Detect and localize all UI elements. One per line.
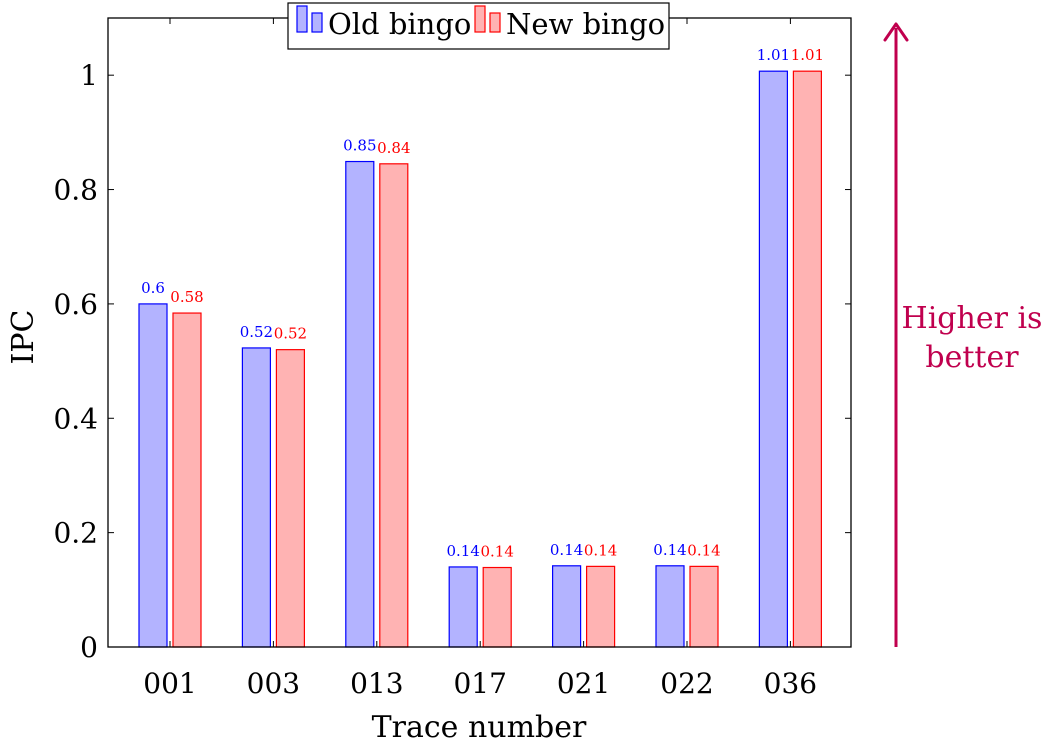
x-tick-label: 017	[453, 667, 506, 700]
legend-entry-old: Old bingo	[296, 5, 471, 41]
legend-swatch-old	[296, 5, 308, 33]
bar-value-label: 0.14	[687, 541, 720, 559]
bar-old-021	[551, 565, 582, 648]
bar-old-003	[241, 347, 271, 648]
bar-old-022	[655, 565, 685, 648]
bar-value-label: 0.14	[446, 542, 479, 560]
bar-old-001	[138, 303, 168, 648]
legend-label-old: Old bingo	[328, 7, 471, 41]
bar-value-label: 0.84	[377, 139, 410, 157]
y-axis-title: IPC	[6, 310, 41, 365]
y-tick-label: 0.6	[53, 288, 98, 321]
bar-new-022	[689, 565, 719, 648]
legend: Old bingo New bingo	[287, 2, 670, 50]
annotation-line-1: Higher is	[902, 301, 1043, 336]
bar-value-label: 0.58	[170, 288, 203, 306]
bar-value-label: 0.52	[274, 325, 307, 343]
bar-new-013	[379, 163, 409, 648]
x-tick-label: 003	[247, 667, 300, 700]
y-ticks-group: 0 0.2 0.4 0.6 0.8 1	[53, 59, 851, 664]
bar-new-036	[792, 70, 823, 648]
x-tick-label: 001	[143, 667, 196, 700]
up-arrow-icon	[883, 22, 909, 42]
x-tick-label: 036	[764, 667, 817, 700]
y-tick-label: 0	[80, 631, 98, 664]
bar-old-036	[758, 70, 789, 648]
bar-value-label: 0.14	[584, 541, 617, 559]
bar-value-label: 0.14	[480, 543, 513, 561]
y-tick-label: 0.2	[53, 517, 98, 550]
bar-new-021	[585, 565, 616, 648]
x-tick-label: 022	[660, 667, 713, 700]
x-tick-label: 021	[557, 667, 610, 700]
y-tick-label: 0.4	[53, 402, 98, 435]
bars-group	[138, 70, 823, 648]
legend-swatch-old-small	[311, 12, 323, 33]
bar-new-017	[482, 566, 512, 648]
legend-swatch-new-small	[489, 12, 501, 33]
x-ticks-group: 001 003 013 017 021 022 036	[143, 18, 817, 700]
legend-entry-new: New bingo	[474, 5, 665, 41]
bar-new-003	[275, 349, 305, 648]
x-axis-title: Trace number	[372, 710, 587, 745]
bar-old-017	[448, 566, 478, 648]
x-tick-label: 013	[350, 667, 403, 700]
higher-is-better-annotation: Higher is better	[883, 22, 1043, 647]
y-tick-label: 0.8	[53, 174, 98, 207]
bar-value-label: 0.6	[141, 279, 165, 297]
bar-old-013	[345, 160, 375, 648]
bar-value-label: 0.52	[240, 323, 273, 341]
bar-value-label: 0.14	[550, 541, 583, 559]
annotation-line-2: better	[925, 340, 1019, 375]
legend-label-new: New bingo	[506, 7, 665, 41]
bar-value-label: 0.14	[653, 541, 686, 559]
bar-value-label: 1.01	[757, 46, 790, 64]
bar-value-label: 0.85	[343, 137, 376, 155]
y-tick-label: 1	[80, 59, 98, 92]
legend-swatch-new	[474, 5, 486, 33]
bar-value-label: 1.01	[791, 46, 824, 64]
bar-new-001	[172, 312, 202, 648]
value-labels-group: 0.60.580.52 0.520.85 0.840.14 0.14 0.14 0.14 0…	[141, 46, 824, 560]
